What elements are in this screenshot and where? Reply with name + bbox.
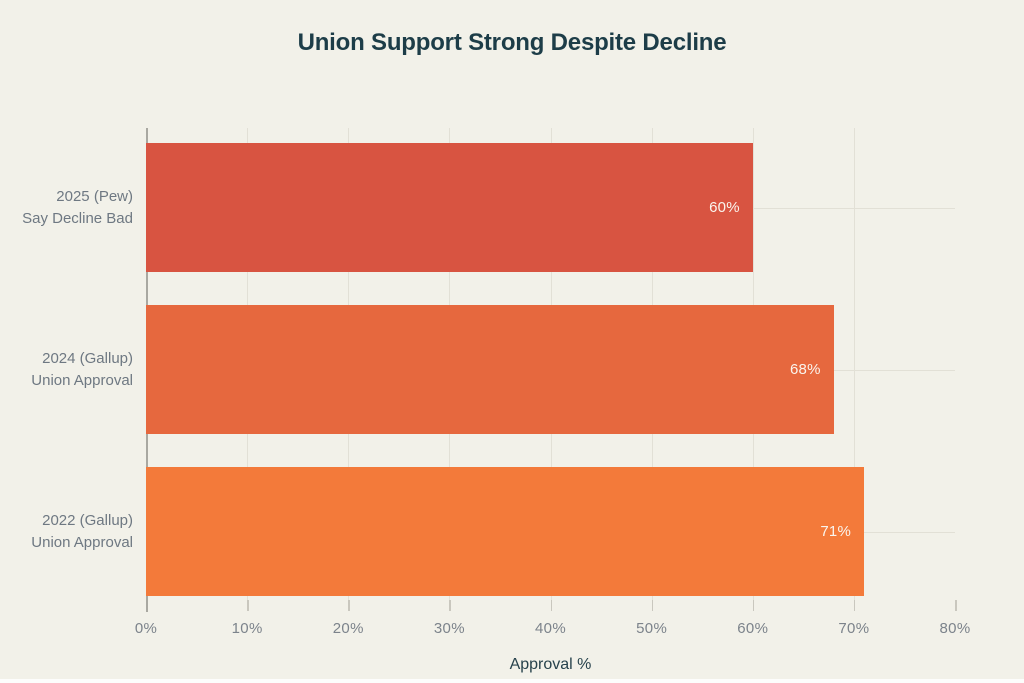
axis-tick <box>449 600 451 611</box>
bottom-border <box>0 679 1024 683</box>
bar: 60% <box>146 143 753 272</box>
bar-value-label: 60% <box>709 199 740 216</box>
chart-title: Union Support Strong Despite Decline <box>297 29 727 56</box>
category-label-line: 2024 (Gallup) <box>42 349 133 367</box>
gridline-vertical <box>853 128 855 600</box>
x-tick-label: 30% <box>433 620 465 637</box>
bar-value-label: 68% <box>790 361 821 378</box>
category-label-line: 2022 (Gallup) <box>42 511 133 529</box>
axis-tick <box>955 600 957 611</box>
x-tick-label: 40% <box>535 620 566 637</box>
axis-tick <box>550 600 552 611</box>
axis-tick <box>752 600 755 611</box>
x-tick-label: 80% <box>939 620 971 637</box>
x-tick-label: 0% <box>134 620 158 637</box>
x-axis-label: Approval % <box>509 656 592 673</box>
bar: 71% <box>146 467 864 596</box>
category-label-line: Union Approval <box>31 371 133 389</box>
bar: 68% <box>146 305 834 434</box>
category-label: 2024 (Gallup) Union Approval <box>31 348 133 392</box>
bar-value-label: 71% <box>820 523 851 540</box>
category-label: 2025 (Pew) Say Decline Bad <box>22 186 133 230</box>
axis-tick <box>247 600 249 611</box>
x-tick-label: 70% <box>838 620 870 637</box>
plot-area: 60% 68% 71% <box>146 128 957 612</box>
x-tick-label: 50% <box>636 620 668 637</box>
axis-tick <box>651 600 654 611</box>
axis-tick <box>348 600 350 611</box>
category-label: 2022 (Gallup) Union Approval <box>31 510 133 554</box>
category-label-line: Union Approval <box>31 533 133 551</box>
axis-tick <box>853 600 856 611</box>
category-label-line: Say Decline Bad <box>22 209 133 227</box>
x-tick-label: 20% <box>332 620 364 637</box>
x-tick-label: 10% <box>231 620 263 637</box>
x-tick-label: 60% <box>737 620 769 637</box>
category-label-line: 2025 (Pew) <box>56 187 133 205</box>
